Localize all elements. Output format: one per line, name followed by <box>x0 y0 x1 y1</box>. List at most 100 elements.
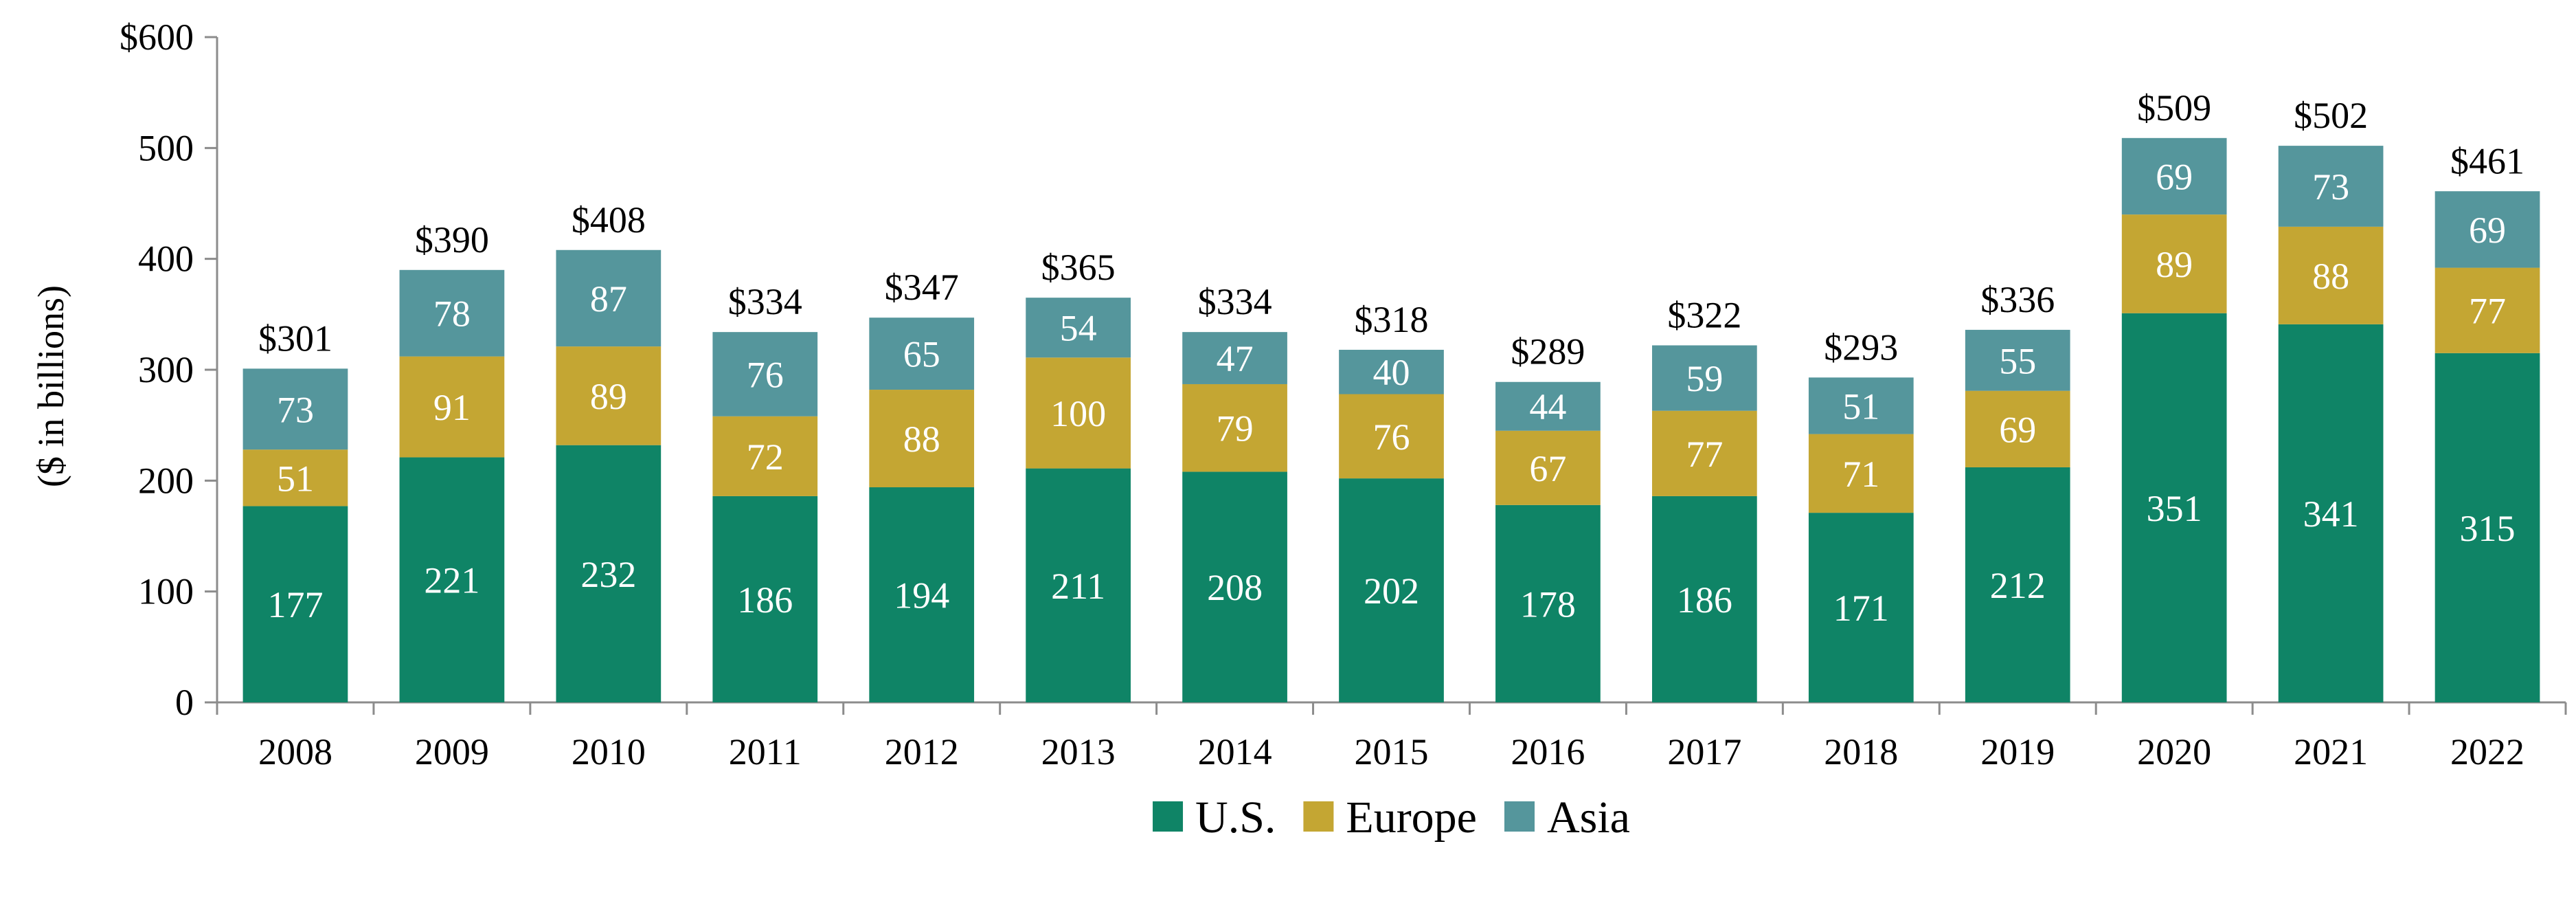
data-label: 77 <box>1686 434 1723 475</box>
data-label: 78 <box>433 293 471 335</box>
x-tick-label: 2016 <box>1511 731 1585 772</box>
bar-segment <box>1965 467 2070 702</box>
bar-segment <box>2121 137 2227 215</box>
x-tick-label: 2011 <box>729 731 802 772</box>
total-label: $334 <box>1198 281 1272 322</box>
data-label: 77 <box>2469 291 2506 332</box>
data-label: 341 <box>2303 493 2359 535</box>
x-tick-label: 2017 <box>1667 731 1741 772</box>
bar-segment <box>869 487 975 702</box>
bar-segment <box>399 457 505 702</box>
bar-segment <box>1026 468 1131 702</box>
x-tick-label: 2012 <box>885 731 959 772</box>
x-tick-label: 2020 <box>2137 731 2211 772</box>
data-label: 44 <box>1529 386 1566 427</box>
bar-segment <box>869 390 975 488</box>
y-tick-label: $600 <box>120 16 194 58</box>
bar-segment <box>1339 394 1444 479</box>
y-axis: 0 100 200 300 400 500 $600 <box>120 16 218 723</box>
bar-segment <box>2278 226 2384 324</box>
bar-segment <box>1808 377 1914 434</box>
x-tick-label: 2014 <box>1198 731 1272 772</box>
data-label: 194 <box>894 575 949 616</box>
bar-segment <box>2278 324 2384 702</box>
total-label: $293 <box>1824 326 1898 368</box>
data-label: 54 <box>1060 308 1097 349</box>
legend-swatch <box>1303 801 1334 832</box>
y-tick-label: 200 <box>138 460 194 501</box>
data-label: 315 <box>2460 508 2516 549</box>
data-label: 76 <box>747 354 784 395</box>
total-label: $502 <box>2294 95 2368 136</box>
data-label: 71 <box>1842 454 1879 495</box>
bar-segment <box>1495 381 1601 431</box>
bar-segment <box>1652 410 1757 496</box>
y-tick-label: 300 <box>138 349 194 390</box>
x-tick-label: 2018 <box>1824 731 1898 772</box>
y-axis-title: ($ in billions) <box>30 285 71 487</box>
bar-segment <box>2121 214 2227 313</box>
x-tick-label: 2008 <box>258 731 332 772</box>
bar-segment <box>712 496 818 702</box>
data-label: 88 <box>2312 256 2349 297</box>
data-label: 65 <box>903 334 940 375</box>
bar-segment <box>1495 430 1601 505</box>
total-label: $301 <box>258 318 332 359</box>
total-label: $461 <box>2450 140 2524 181</box>
bar-segment <box>1339 349 1444 394</box>
data-label: 47 <box>1217 338 1254 379</box>
data-label: 76 <box>1373 416 1410 458</box>
data-label: 59 <box>1686 358 1723 399</box>
bar-segment <box>242 506 348 702</box>
data-label: 89 <box>2156 244 2193 285</box>
data-label: 67 <box>1529 448 1566 489</box>
total-label: $336 <box>1980 279 2055 320</box>
data-label: 91 <box>433 387 471 428</box>
bar-segment <box>556 249 662 347</box>
data-label: 40 <box>1373 352 1410 393</box>
bar-segment <box>556 445 662 702</box>
data-label: 171 <box>1833 588 1889 629</box>
y-tick-label: 400 <box>138 238 194 280</box>
bar-segment <box>2434 353 2540 702</box>
bar-segment <box>712 416 818 496</box>
bars: 177 51 73 $301 221 91 78 $390 232 89 87 $408 186 72 76… <box>242 87 2540 703</box>
total-label: $347 <box>885 267 959 308</box>
data-label: 89 <box>590 376 627 417</box>
bar-segment <box>242 449 348 507</box>
bar-segment <box>1495 504 1601 702</box>
data-label: 177 <box>267 584 323 625</box>
data-label: 51 <box>277 458 314 499</box>
bar-segment <box>1182 332 1287 384</box>
legend-label: U.S. <box>1195 792 1276 843</box>
legend-swatch <box>1504 801 1535 832</box>
y-tick-label: 500 <box>138 127 194 168</box>
x-tick-label: 2015 <box>1355 731 1429 772</box>
data-label: 51 <box>1842 386 1879 427</box>
data-label: 100 <box>1050 393 1106 434</box>
legend-swatch <box>1153 801 1184 832</box>
total-label: $408 <box>572 199 646 241</box>
total-label: $334 <box>728 281 802 322</box>
bar-segment <box>1026 357 1131 469</box>
data-label: 69 <box>2469 210 2506 251</box>
data-label: 211 <box>1051 566 1105 607</box>
bar-segment <box>1182 383 1287 472</box>
bar-segment <box>2121 313 2227 703</box>
bar-segment <box>1182 471 1287 702</box>
total-label: $365 <box>1041 247 1116 288</box>
data-label: 186 <box>1677 579 1732 621</box>
data-label: 212 <box>1990 565 2046 606</box>
bar-segment <box>1808 434 1914 513</box>
bar-segment <box>1652 345 1757 411</box>
legend-label: Europe <box>1346 792 1477 843</box>
bar-segment <box>556 346 662 445</box>
total-label: $289 <box>1511 331 1585 372</box>
bar-segment <box>869 318 975 390</box>
x-tick-label: 2013 <box>1041 731 1116 772</box>
total-label: $509 <box>2137 87 2211 129</box>
bar-segment <box>1965 329 2070 391</box>
x-tick-label: 2010 <box>572 731 646 772</box>
data-label: 221 <box>424 560 479 601</box>
